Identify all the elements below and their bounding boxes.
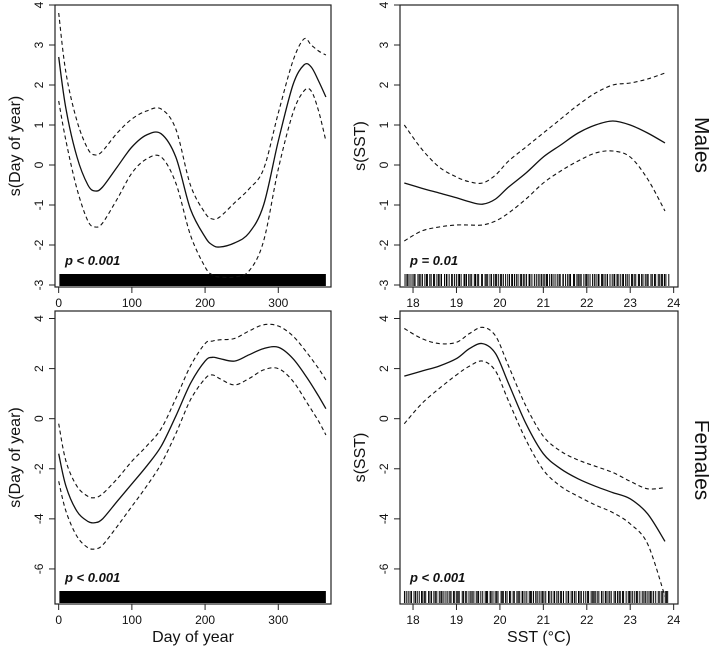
y-tick-label: 4 xyxy=(32,315,46,322)
plot-frame xyxy=(399,310,679,605)
confidence-band-lower xyxy=(404,150,666,242)
x-tick-label: 22 xyxy=(580,613,594,627)
p-value-annotation: p < 0.001 xyxy=(64,253,120,268)
x-axis-title: SST (°C) xyxy=(507,629,571,646)
x-tick-label: 200 xyxy=(195,296,215,310)
x-tick-label: 100 xyxy=(122,613,142,627)
y-tick-label: 1 xyxy=(377,121,391,128)
y-tick-label: -2 xyxy=(377,239,391,250)
fit-line xyxy=(404,120,666,205)
y-tick-label: 2 xyxy=(377,81,391,88)
confidence-band-upper xyxy=(58,323,327,499)
x-tick-label: 21 xyxy=(537,613,551,627)
y-tick-label: 0 xyxy=(32,415,46,422)
row-label-females: Females xyxy=(690,420,709,501)
y-tick-label: -1 xyxy=(377,199,391,210)
x-tick-label: 21 xyxy=(537,296,551,310)
y-tick-label: -6 xyxy=(377,563,391,574)
x-tick-label: 19 xyxy=(450,296,464,310)
x-tick-label: 18 xyxy=(406,613,420,627)
y-tick-label: 4 xyxy=(377,1,391,8)
y-tick-label: -6 xyxy=(32,563,46,574)
x-tick-label: 300 xyxy=(268,613,288,627)
confidence-band-upper xyxy=(403,72,666,184)
y-tick-label: 4 xyxy=(377,315,391,322)
x-tick-label: 20 xyxy=(493,296,507,310)
y-tick-label: 3 xyxy=(32,41,46,48)
y-tick-label: -4 xyxy=(377,513,391,524)
x-tick-label: 100 xyxy=(122,296,142,310)
y-tick-label: 2 xyxy=(32,365,46,372)
plot-frame xyxy=(54,4,332,288)
panel-females-day-of-year: -6 -4 -2 0 2 4 0 100 200 300 s(Day of year) Day of … xyxy=(7,310,332,646)
plot-frame xyxy=(399,4,679,288)
rug-band xyxy=(59,274,326,286)
fit-line xyxy=(58,345,327,524)
x-tick-label: 200 xyxy=(195,613,215,627)
y-axis-title: s(SST) xyxy=(352,121,369,171)
y-tick-label: -3 xyxy=(377,279,391,290)
y-tick-label: 1 xyxy=(32,121,46,128)
fit-line xyxy=(404,342,666,542)
x-tick-label: 24 xyxy=(667,296,681,310)
x-tick-label: 18 xyxy=(406,296,420,310)
y-tick-label: -1 xyxy=(32,199,46,210)
plot-frame xyxy=(54,310,332,605)
confidence-band-lower xyxy=(403,360,666,597)
fit-line xyxy=(58,56,327,248)
x-tick-label: 0 xyxy=(55,613,62,627)
y-tick-label: 0 xyxy=(32,161,46,168)
x-tick-label: 24 xyxy=(667,613,681,627)
y-axis-title: s(Day of year) xyxy=(7,407,24,507)
y-axis-title: s(Day of year) xyxy=(7,96,24,196)
x-axis-title: Day of year xyxy=(152,629,234,646)
p-value-annotation: p < 0.001 xyxy=(409,570,465,585)
x-tick-label: 300 xyxy=(268,296,288,310)
y-tick-label: 2 xyxy=(32,81,46,88)
y-tick-label: -4 xyxy=(32,513,46,524)
p-value-annotation: p = 0.01 xyxy=(409,253,458,268)
x-tick-label: 23 xyxy=(624,613,638,627)
panel-males-day-of-year: -3 -2 -1 0 1 2 3 4 0 100 200 300 s(Day of year) p < 0… xyxy=(7,1,332,310)
x-tick-label: 23 xyxy=(624,296,638,310)
confidence-band-lower xyxy=(58,367,327,550)
y-tick-label: 4 xyxy=(32,1,46,8)
y-tick-label: -3 xyxy=(32,279,46,290)
y-tick-label: -2 xyxy=(32,239,46,250)
y-tick-label: -2 xyxy=(377,463,391,474)
x-tick-label: 20 xyxy=(493,613,507,627)
row-label-males: Males xyxy=(690,117,709,173)
y-tick-label: 3 xyxy=(377,41,391,48)
y-tick-label: 0 xyxy=(377,161,391,168)
p-value-annotation: p < 0.001 xyxy=(64,570,120,585)
x-tick-label: 22 xyxy=(580,296,594,310)
x-tick-label: 0 xyxy=(55,296,62,310)
y-tick-label: 2 xyxy=(377,365,391,372)
confidence-band-upper xyxy=(58,12,327,220)
y-tick-label: 0 xyxy=(377,415,391,422)
rug-band xyxy=(59,591,326,603)
y-tick-label: -2 xyxy=(32,463,46,474)
confidence-band-lower xyxy=(58,87,327,279)
x-tick-label: 19 xyxy=(450,613,464,627)
confidence-band-upper xyxy=(404,326,666,490)
y-axis-title: s(SST) xyxy=(352,433,369,483)
